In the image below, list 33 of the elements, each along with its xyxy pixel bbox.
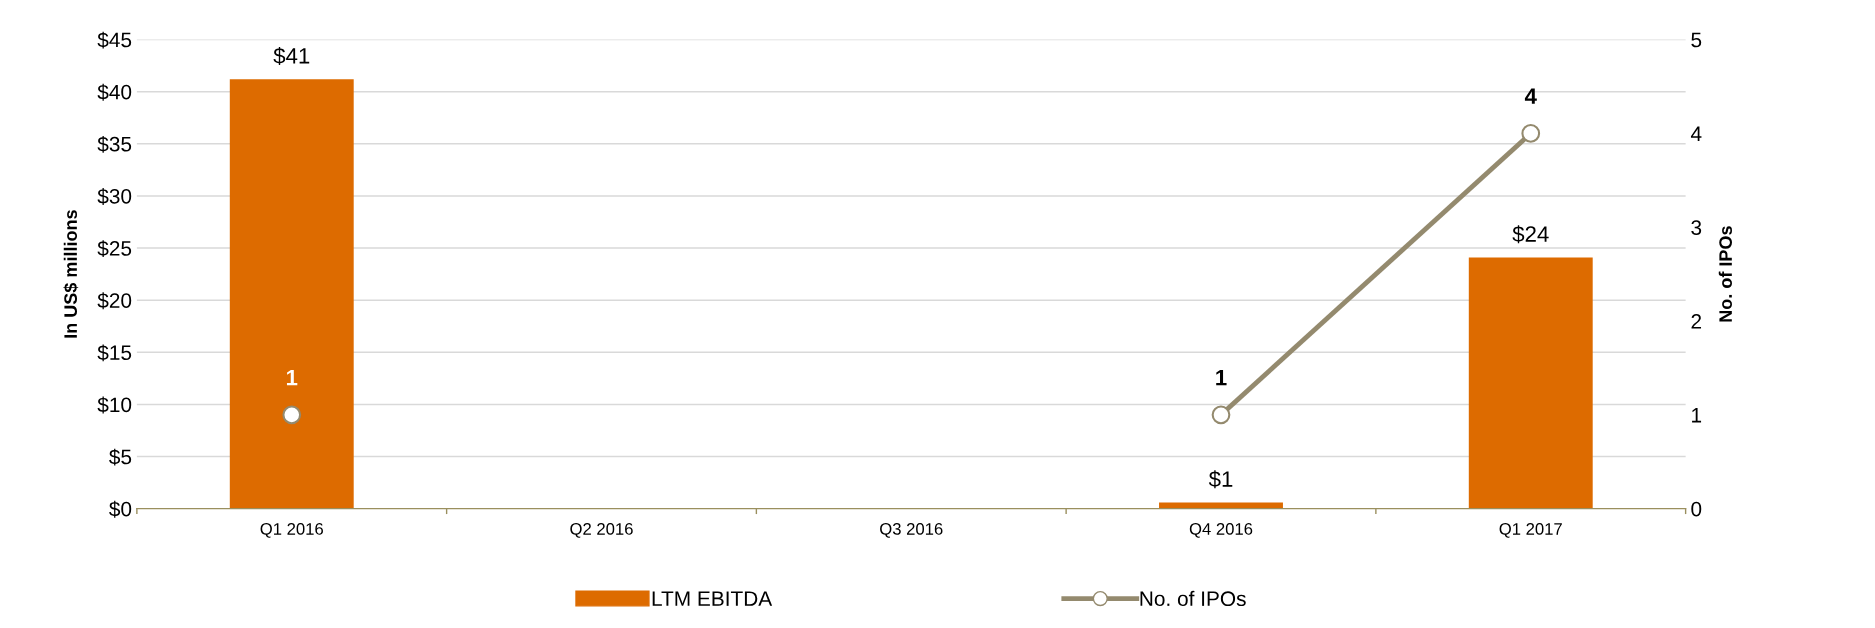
- bar: [229, 79, 354, 509]
- y2-tick-label: 1: [1692, 408, 1702, 423]
- y-tick-label: $25: [97, 240, 132, 258]
- y-tick-label: $0: [109, 500, 132, 518]
- y-tick-label: $20: [97, 292, 132, 310]
- y-tick-label: $30: [97, 188, 132, 205]
- y2-tick-label: 3: [1691, 220, 1702, 235]
- y-tick-label: $15: [97, 344, 132, 362]
- y-tick-label: $35: [97, 135, 132, 153]
- x-tick-label: Q4 2016: [1189, 523, 1253, 538]
- y2-tick-label: 0: [1691, 501, 1702, 517]
- data-label: 1: [1216, 369, 1227, 386]
- y-tick-label: $45: [97, 31, 132, 49]
- y2-tick-label: 5: [1691, 32, 1702, 48]
- data-label: $41: [273, 47, 310, 65]
- legend-label: LTM EBITDA: [652, 591, 773, 606]
- y-tick-label: $40: [97, 83, 132, 101]
- y2-axis-title: No. of IPOs: [1718, 226, 1732, 322]
- y-tick-label: $10: [97, 396, 132, 414]
- y-axis-title: In US$ millions: [63, 210, 79, 338]
- y-tick-label: $5: [109, 448, 132, 466]
- bar: [1159, 502, 1283, 509]
- y2-tick-label: 4: [1690, 126, 1702, 141]
- data-label: 4: [1524, 88, 1537, 104]
- data-label: $1: [1208, 470, 1233, 489]
- x-tick-label: Q1 2017: [1499, 523, 1562, 538]
- x-tick-label: Q2 2016: [570, 523, 633, 538]
- legend-label: No. of IPOs: [1140, 590, 1246, 607]
- data-label: $24: [1512, 225, 1549, 244]
- x-tick-label: Q1 2016: [260, 523, 323, 538]
- x-tick-label: Q3 2016: [880, 523, 943, 538]
- data-label: 1: [286, 369, 298, 386]
- y2-tick-label: 2: [1691, 314, 1702, 329]
